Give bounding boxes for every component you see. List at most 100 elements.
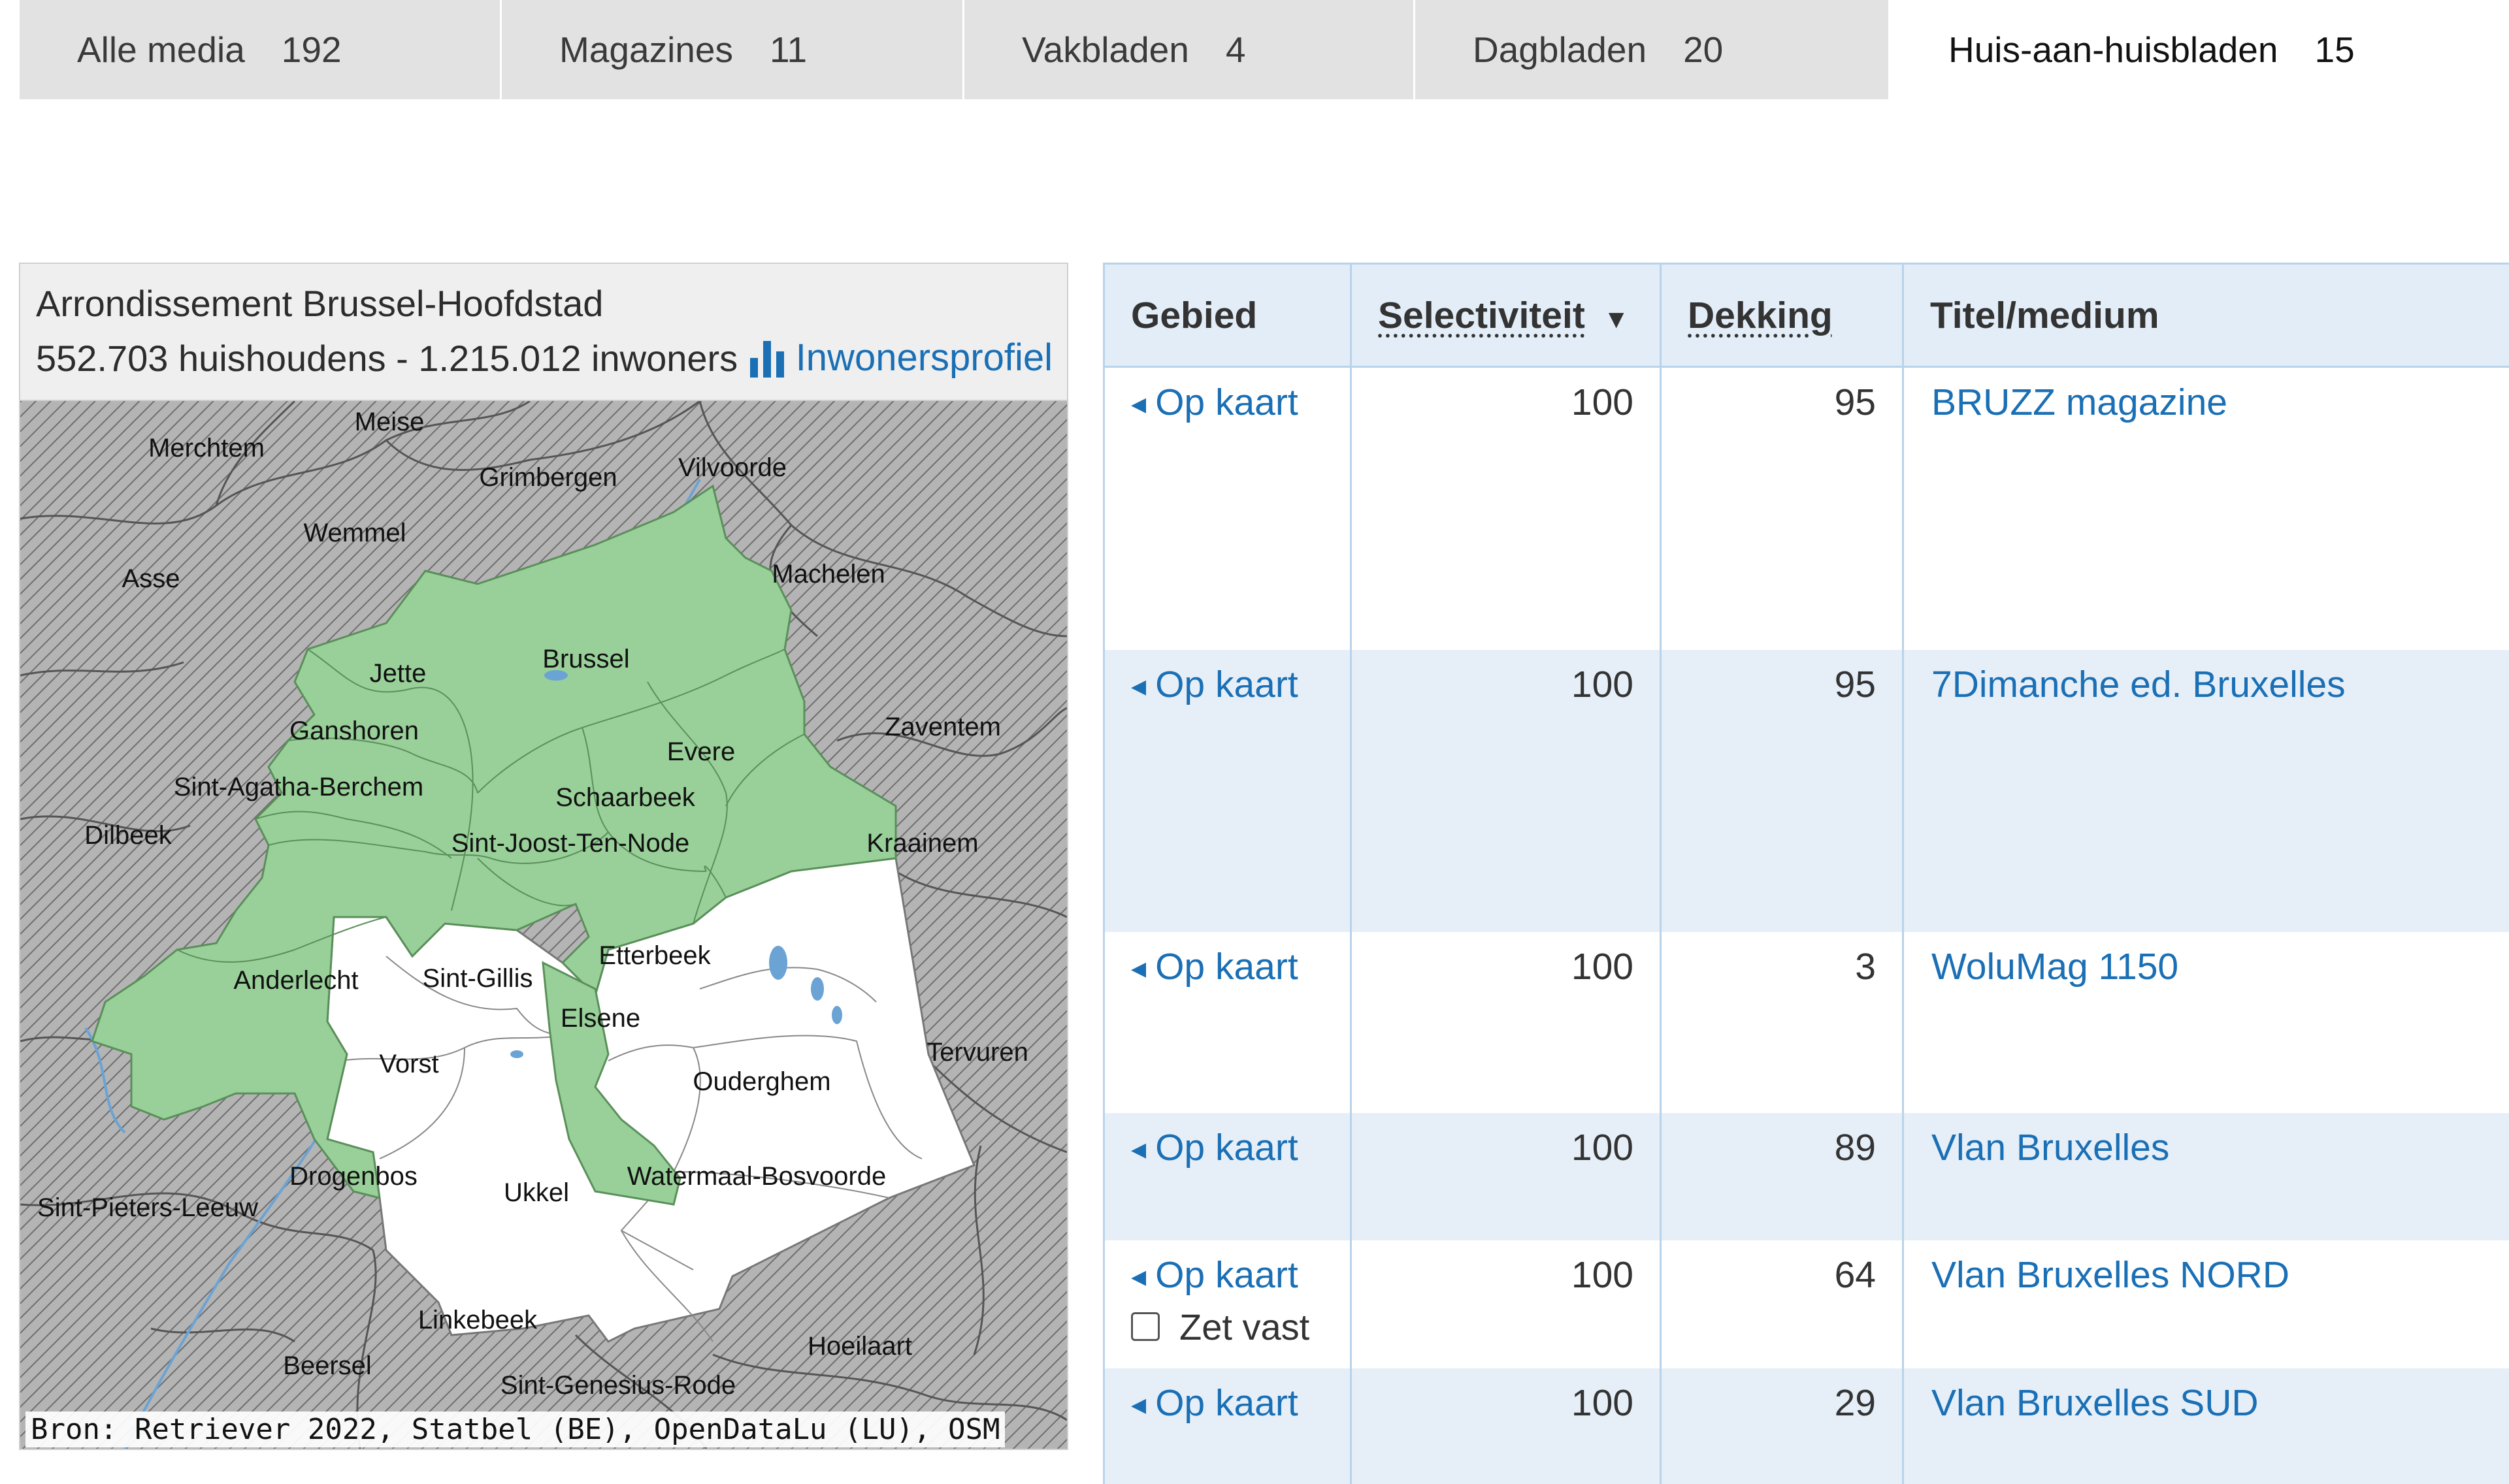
map-label: Asse [122,564,180,593]
title-link[interactable]: Vlan Bruxelles SUD [1931,1381,2259,1424]
map-label: Grimbergen [479,463,617,492]
media-type-tabs: Alle media 192 Magazines 11 Vakbladen 4 … [0,0,2509,99]
tab-vakbladen[interactable]: Vakbladen 4 [962,0,1413,99]
op-kaart-link[interactable]: ◀ Op kaart [1131,381,1298,423]
zet-vast-label: Zet vast [1179,1306,1310,1347]
title-cell: WoluMag 1150 [1902,931,2509,1113]
media-table-container: Gebied Selectiviteit ▼ Dekking Titel/medi… [1103,263,2509,1484]
table-row: ◀ Op kaart 100 95 7Dimanche ed. Bruxelles [1103,649,2509,932]
op-kaart-link[interactable]: ◀ Op kaart [1131,1381,1298,1424]
map-label: Dilbeek [84,821,172,850]
table-row: ◀ Op kaart Zet vast 100 64 Vlan Bruxelles… [1103,1240,2509,1368]
tab-label: Dagbladen [1473,29,1647,70]
inwonersprofiel-link[interactable]: Inwonersprofiel [749,336,1053,379]
zet-vast-checkbox[interactable]: Zet vast [1131,1306,1349,1348]
map-label: Evere [667,737,736,766]
op-kaart-link[interactable]: ◀ Op kaart [1131,663,1298,705]
tab-count: 4 [1225,29,1246,70]
coverage-area[interactable] [91,484,897,1199]
map-label: Etterbeek [599,941,711,970]
bar-chart-icon [749,340,784,378]
region-map-svg: Meise Merchtem Grimbergen Vilvoorde Wemm… [20,401,1067,1449]
map-label: Tervuren [927,1038,1028,1067]
area-title: Arrondissement Brussel-Hoofdstad [36,283,604,324]
map-header: Arrondissement Brussel-Hoofdstad 552.703… [20,264,1067,401]
gebied-cell: ◀ Op kaart [1103,1368,1351,1484]
tab-label: Alle media [77,29,245,70]
caret-left-icon: ◀ [1131,1266,1147,1288]
title-link[interactable]: WoluMag 1150 [1931,945,2179,988]
header-dekking[interactable]: Dekking [1660,263,1903,368]
gebied-cell: ◀ Op kaart [1103,931,1351,1113]
map-label: Vorst [379,1050,438,1078]
tab-label: Huis-aan-huisbladen [1948,29,2278,70]
map-label: Sint-Gillis [423,964,533,993]
table-row: ◀ Op kaart 100 89 Vlan Bruxelles [1103,1112,2509,1240]
map-source: Bron: Retriever 2022, Statbel (BE), Open… [25,1411,1006,1447]
caret-left-icon: ◀ [1131,1138,1147,1161]
tab-huis-aan-huisbladen[interactable]: Huis-aan-huisbladen 15 [1888,0,2509,99]
dekking-cell: 89 [1660,1112,1903,1240]
map-label: Elsene [561,1004,640,1033]
dekking-cell: 3 [1660,931,1903,1113]
elsene-strip[interactable] [542,961,681,1206]
map-label: Sint-Joost-Ten-Node [451,829,690,858]
inwonersprofiel-label: Inwonersprofiel [795,336,1053,379]
media-table: Gebied Selectiviteit ▼ Dekking Titel/medi… [1103,263,2509,1484]
caret-left-icon: ◀ [1131,394,1147,416]
map-label: Meise [355,408,425,436]
title-link[interactable]: BRUZZ magazine [1931,381,2227,423]
tab-magazines[interactable]: Magazines 11 [500,0,962,99]
tab-count: 20 [1683,29,1724,70]
gebied-cell: ◀ Op kaart Zet vast [1103,1240,1351,1368]
area-stats: 552.703 huishoudens - 1.215.012 inwoners [36,338,738,379]
map-labels: Meise Merchtem Grimbergen Vilvoorde Wemm… [37,408,1028,1400]
selectiviteit-cell: 100 [1350,931,1661,1113]
dekking-cell: 64 [1660,1240,1903,1368]
surrounding-borders [20,401,1067,1449]
header-selectiviteit-label: Selectiviteit [1378,294,1585,336]
map-label: Schaarbeek [555,783,695,812]
title-cell: Vlan Bruxelles SUD [1902,1368,2509,1484]
map-label: Ganshoren [289,717,419,745]
selectiviteit-cell: 100 [1350,1112,1661,1240]
header-dekking-label: Dekking [1688,294,1833,336]
dekking-cell: 29 [1660,1368,1903,1484]
map-label: Hoeilaart [808,1332,912,1361]
map-label: Beersel [283,1351,372,1380]
header-selectiviteit[interactable]: Selectiviteit ▼ [1350,263,1661,368]
tab-label: Vakbladen [1022,29,1189,70]
caret-left-icon: ◀ [1131,675,1147,698]
map-label: Jette [370,659,427,688]
tab-dagbladen[interactable]: Dagbladen 20 [1413,0,1888,99]
dekking-cell: 95 [1660,366,1903,650]
op-kaart-link[interactable]: ◀ Op kaart [1131,1253,1298,1296]
table-row: ◀ Op kaart 100 95 BRUZZ magazine [1103,366,2509,650]
selectiviteit-cell: 100 [1350,649,1661,932]
title-cell: BRUZZ magazine [1902,366,2509,650]
tab-alle-media[interactable]: Alle media 192 [20,0,500,99]
header-gebied: Gebied [1103,263,1351,368]
map-label: Drogenbos [289,1162,418,1191]
region-map[interactable]: Meise Merchtem Grimbergen Vilvoorde Wemm… [20,401,1067,1449]
caret-left-icon: ◀ [1131,1394,1147,1416]
table-row: ◀ Op kaart 100 29 Vlan Bruxelles SUD [1103,1368,2509,1484]
map-label: Linkebeek [418,1306,538,1334]
table-header-row: Gebied Selectiviteit ▼ Dekking Titel/medi… [1103,263,2509,368]
gebied-cell: ◀ Op kaart [1103,366,1351,650]
map-label: Machelen [772,560,885,589]
map-label: Kraainem [866,829,978,858]
map-label: Ukkel [504,1178,569,1207]
title-link[interactable]: Vlan Bruxelles [1931,1126,2170,1169]
title-link[interactable]: Vlan Bruxelles NORD [1931,1253,2290,1296]
title-cell: Vlan Bruxelles NORD [1902,1240,2509,1368]
map-label: Ouderghem [693,1067,830,1096]
op-kaart-link[interactable]: ◀ Op kaart [1131,945,1298,988]
title-link[interactable]: 7Dimanche ed. Bruxelles [1931,663,2346,705]
map-label: Watermaal-Bosvoorde [627,1162,886,1191]
map-label: Brussel [542,645,629,673]
selectiviteit-cell: 100 [1350,1368,1661,1484]
op-kaart-link[interactable]: ◀ Op kaart [1131,1126,1298,1169]
dekking-cell: 95 [1660,649,1903,932]
map-label: Merchtem [148,434,265,462]
